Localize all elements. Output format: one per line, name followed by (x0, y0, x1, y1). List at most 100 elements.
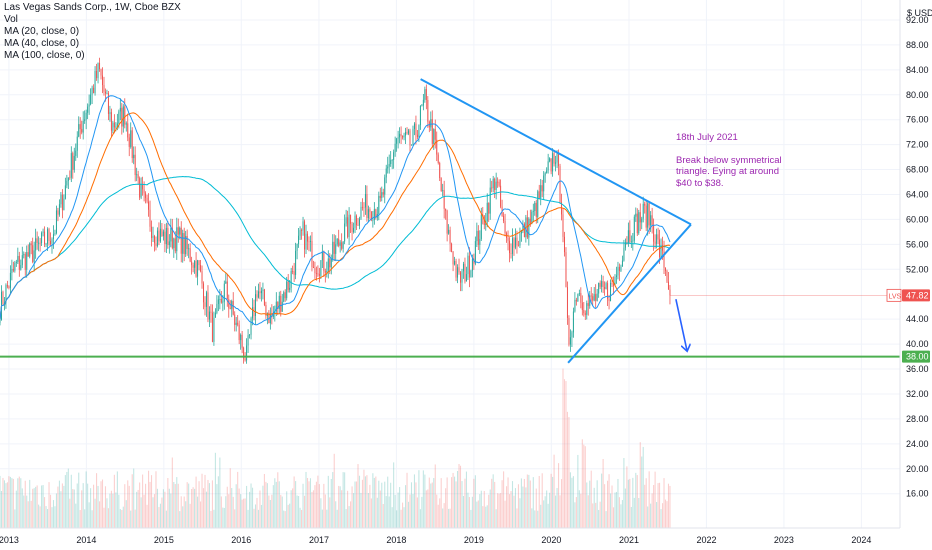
volume-bar (347, 490, 349, 528)
volume-bar (177, 483, 179, 528)
candle-body (330, 258, 332, 268)
candle-body (131, 130, 133, 159)
volume-bar (446, 477, 448, 528)
candle-body (332, 241, 334, 259)
candle-body (115, 126, 117, 128)
candle-body (289, 287, 291, 290)
candle-body (436, 139, 438, 155)
volume-bar (241, 499, 243, 528)
ma100-indicator-label[interactable]: MA (100, close, 0) (4, 50, 85, 61)
candle-body (51, 239, 53, 245)
candle-body (223, 283, 225, 302)
volume-bar (358, 475, 361, 528)
volume-bar (140, 497, 142, 528)
ma40-indicator-label[interactable]: MA (40, close, 0) (4, 38, 80, 49)
volume-bar (324, 494, 326, 528)
price-axis[interactable]: 92.00 88.00 84.00 80.00 76.00 72.00 68.00 64.00… (886, 15, 930, 499)
candle-body (601, 281, 603, 287)
volume-bar (516, 508, 518, 528)
volume-bar (562, 368, 564, 528)
candle-body (492, 178, 494, 189)
volume-bar (116, 471, 118, 528)
volume-bar (6, 482, 8, 528)
volume-bar (51, 507, 53, 528)
volume-bar (462, 496, 465, 528)
candle-body (263, 289, 265, 305)
candle-body (666, 270, 668, 282)
volume-bar (650, 503, 652, 528)
volume-indicator-label[interactable]: Vol (4, 14, 18, 25)
candle-body (88, 104, 90, 107)
volume-bar (333, 453, 335, 528)
volume-bar (237, 471, 239, 528)
y-tick-label: 68.00 (906, 165, 929, 175)
candle-body (611, 282, 613, 285)
volume-bar (630, 506, 632, 528)
volume-bar (302, 483, 304, 528)
symbol-title[interactable]: Las Vegas Sands Corp., 1W, Cboe BZX (4, 2, 181, 13)
volume-bar (5, 483, 7, 528)
candle-body (454, 261, 456, 265)
volume-bar (107, 508, 109, 528)
candle-body (363, 207, 365, 209)
ma40-line (0, 112, 671, 320)
volume-bar (442, 508, 444, 528)
volume-bar (256, 497, 258, 528)
volume-bar (413, 474, 415, 528)
volume-bar (257, 509, 260, 528)
volume-bar (263, 473, 265, 528)
candle-body (439, 163, 441, 179)
volume-bar (191, 489, 193, 528)
volume-bar (81, 490, 83, 528)
candle-body (406, 131, 408, 134)
candle-body (125, 123, 127, 125)
candle-body (460, 272, 462, 283)
last-price-tag-bg (902, 289, 930, 302)
volume-bar (213, 509, 215, 528)
volume-bar (348, 506, 350, 528)
candle-body (277, 301, 279, 310)
candle-body (309, 240, 311, 242)
candle-body (142, 184, 144, 190)
volume-bar (659, 482, 661, 528)
volume-bar (268, 495, 270, 528)
candle-body (538, 191, 540, 198)
annotation-note[interactable]: 18th July 2021 Break below symmetrical t… (676, 132, 796, 200)
time-axis[interactable]: 2013 2014 2015 2016 2017 2018 2019 2020 2021 2022… (0, 535, 871, 545)
volume-bar (207, 479, 209, 528)
candle-body (488, 202, 490, 214)
volume-bar (644, 484, 646, 528)
volume-bar (436, 494, 438, 528)
candle-body (477, 230, 479, 245)
volume-bar (290, 490, 292, 528)
volume-bar (387, 476, 389, 528)
candle-body (134, 154, 136, 176)
volume-bar (381, 482, 383, 528)
volume-bar (35, 486, 37, 528)
candle-body (366, 194, 368, 219)
candle-body (568, 317, 570, 345)
ma20-indicator-label[interactable]: MA (20, close, 0) (4, 26, 80, 37)
candle-body (350, 214, 352, 224)
volume-bar (602, 459, 604, 528)
volume-bar (167, 477, 169, 528)
candle-body (162, 231, 164, 237)
candle-body (250, 318, 252, 335)
volume-bar (507, 477, 509, 528)
candle-body (299, 230, 301, 236)
volume-bar (520, 478, 522, 528)
candle-body (586, 303, 588, 315)
candles (0, 57, 671, 364)
candle-body (268, 312, 270, 324)
volume-bar (24, 480, 26, 528)
candle-body (405, 131, 407, 136)
volume-bar (247, 509, 249, 528)
candle-body (577, 294, 579, 302)
candle-body (523, 224, 525, 237)
volume-bar (226, 486, 228, 528)
candle-body (388, 164, 390, 167)
candle-body (338, 238, 340, 246)
candle-body (143, 189, 145, 194)
volume-bar (556, 488, 558, 528)
candle-body (561, 202, 563, 215)
